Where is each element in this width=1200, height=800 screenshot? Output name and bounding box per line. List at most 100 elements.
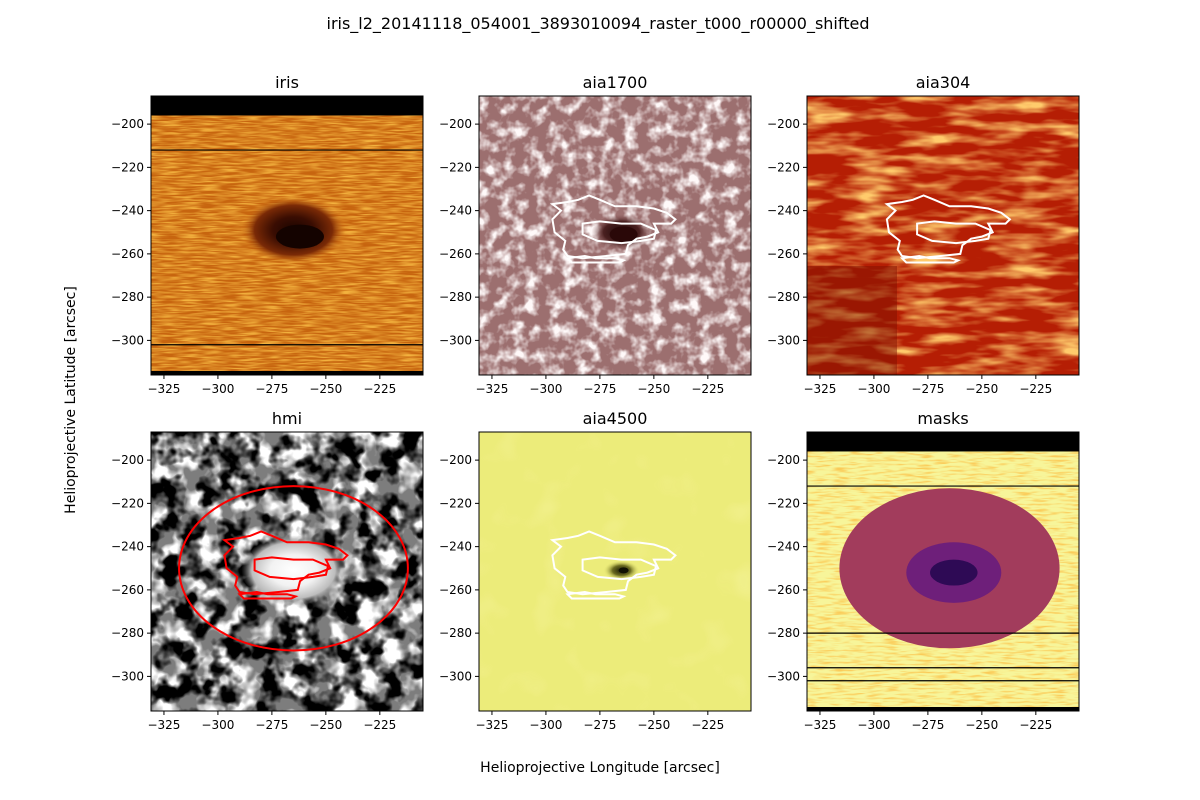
figure-ylabel: Helioprojective Latitude [arcsec] — [63, 286, 79, 514]
y-tick-label: −300 — [111, 669, 144, 683]
panel-masks: masks −325 −300 −275 −250 −225 −200 −220 −240 −26… — [767, 409, 1080, 732]
x-tick-label: −300 — [201, 382, 234, 396]
x-tick-label: −300 — [857, 718, 890, 732]
y-tick-label: −260 — [767, 247, 800, 261]
contour-lower — [565, 590, 627, 600]
y-tick-label: −280 — [111, 626, 144, 640]
aia4500-umbra — [618, 567, 629, 574]
contour-lower — [237, 590, 299, 600]
y-tick-label: −240 — [111, 540, 144, 554]
panel-aia304: aia304 −325 −300 −275 −250 −225 −200 −220 −240 −2… — [767, 73, 1080, 396]
aia304-texture — [807, 96, 1079, 375]
y-tick-label: −220 — [439, 496, 472, 510]
panels: iris −325 −300 −275 −250 −225 −200 −220 −240 −260… — [111, 73, 1080, 732]
y-tick-label: −200 — [439, 117, 472, 131]
x-tick-label: −225 — [1019, 382, 1052, 396]
y-tick-label: −300 — [439, 669, 472, 683]
y-tick-label: −220 — [767, 496, 800, 510]
x-tick-label: −275 — [255, 382, 288, 396]
y-tick-label: −200 — [439, 453, 472, 467]
panel-aia1700: aia1700 −325 −300 −275 −250 −225 −200 −220 −240 −… — [439, 73, 752, 396]
panel-hmi: hmi −325 −300 −275 −250 −225 −200 −220 −240 −260 −… — [111, 409, 424, 732]
y-tick-label: −280 — [439, 290, 472, 304]
contour-outer — [549, 530, 677, 596]
masked-top-band — [151, 96, 423, 116]
panel-title: aia1700 — [583, 73, 648, 92]
y-tick-label: −280 — [767, 626, 800, 640]
axes-frame — [150, 95, 424, 376]
x-tick-label: −300 — [529, 382, 562, 396]
contour-outer — [549, 194, 677, 260]
x-tick-label: −325 — [147, 718, 180, 732]
x-tick-label: −225 — [691, 382, 724, 396]
panel-title: hmi — [272, 409, 302, 428]
x-tick-label: −250 — [637, 718, 670, 732]
y-tick-label: −260 — [111, 247, 144, 261]
y-tick-label: −240 — [439, 540, 472, 554]
axes-frame — [150, 431, 424, 712]
panel-image-aia304 — [807, 96, 1079, 375]
x-tick-label: −300 — [857, 382, 890, 396]
y-tick-label: −260 — [439, 247, 472, 261]
aia1700-umbra — [609, 226, 638, 243]
x-tick-label: −250 — [309, 718, 342, 732]
y-tick-label: −260 — [767, 583, 800, 597]
y-tick-label: −220 — [439, 160, 472, 174]
x-tick-label: −325 — [803, 382, 836, 396]
axes-frame — [478, 95, 752, 376]
panel-title: aia4500 — [583, 409, 648, 428]
y-tick-label: −220 — [767, 160, 800, 174]
x-tick-label: −325 — [475, 718, 508, 732]
x-tick-label: −275 — [911, 718, 944, 732]
contour-inner — [581, 556, 658, 581]
y-tick-label: −260 — [111, 583, 144, 597]
y-tick-label: −220 — [111, 160, 144, 174]
iris-umbra — [275, 224, 324, 249]
x-tick-label: −300 — [529, 718, 562, 732]
y-tick-label: −240 — [111, 204, 144, 218]
x-tick-label: −250 — [637, 382, 670, 396]
contour-inner — [916, 220, 992, 245]
x-tick-label: −325 — [147, 382, 180, 396]
y-tick-label: −280 — [767, 290, 800, 304]
x-tick-label: −325 — [803, 718, 836, 732]
region-circle — [178, 485, 409, 652]
x-tick-label: −275 — [583, 718, 616, 732]
y-tick-label: −280 — [111, 290, 144, 304]
figure-xlabel: Helioprojective Longitude [arcsec] — [480, 760, 720, 776]
x-tick-label: −275 — [911, 382, 944, 396]
aia304-dark-region — [807, 266, 897, 375]
panel-image-aia4500 — [479, 432, 751, 711]
x-tick-label: −275 — [583, 382, 616, 396]
y-tick-label: −300 — [767, 669, 800, 683]
axes-frame — [478, 431, 752, 712]
y-tick-label: −300 — [111, 333, 144, 347]
hmi-spot-glow — [241, 535, 346, 606]
contour-lower — [899, 254, 961, 264]
panel-aia4500: aia4500 −325 −300 −275 −250 −225 −200 −220 −240 −… — [439, 409, 752, 732]
x-tick-label: −225 — [363, 718, 396, 732]
axes-frame — [806, 95, 1080, 376]
x-tick-label: −225 — [691, 718, 724, 732]
contour-outer — [884, 194, 1012, 260]
y-tick-label: −220 — [111, 496, 144, 510]
y-tick-label: −240 — [439, 204, 472, 218]
x-tick-label: −250 — [965, 382, 998, 396]
panel-iris: iris −325 −300 −275 −250 −225 −200 −220 −240 −260… — [111, 73, 424, 396]
panel-image-iris — [151, 96, 423, 375]
masked-bottom-band — [807, 707, 1079, 711]
contour-lower — [565, 254, 627, 264]
contour-inner — [253, 556, 330, 581]
x-tick-label: −300 — [201, 718, 234, 732]
y-tick-label: −300 — [767, 333, 800, 347]
figure-title: iris_l2_20141118_054001_3893010094_raste… — [327, 14, 870, 34]
x-tick-label: −225 — [1019, 718, 1052, 732]
panel-title: aia304 — [916, 73, 971, 92]
panel-image-hmi — [151, 432, 423, 711]
panel-title: iris — [275, 73, 299, 92]
y-tick-label: −200 — [767, 117, 800, 131]
y-tick-label: −200 — [111, 453, 144, 467]
panel-title: masks — [917, 409, 968, 428]
masked-bottom-band — [151, 371, 423, 375]
